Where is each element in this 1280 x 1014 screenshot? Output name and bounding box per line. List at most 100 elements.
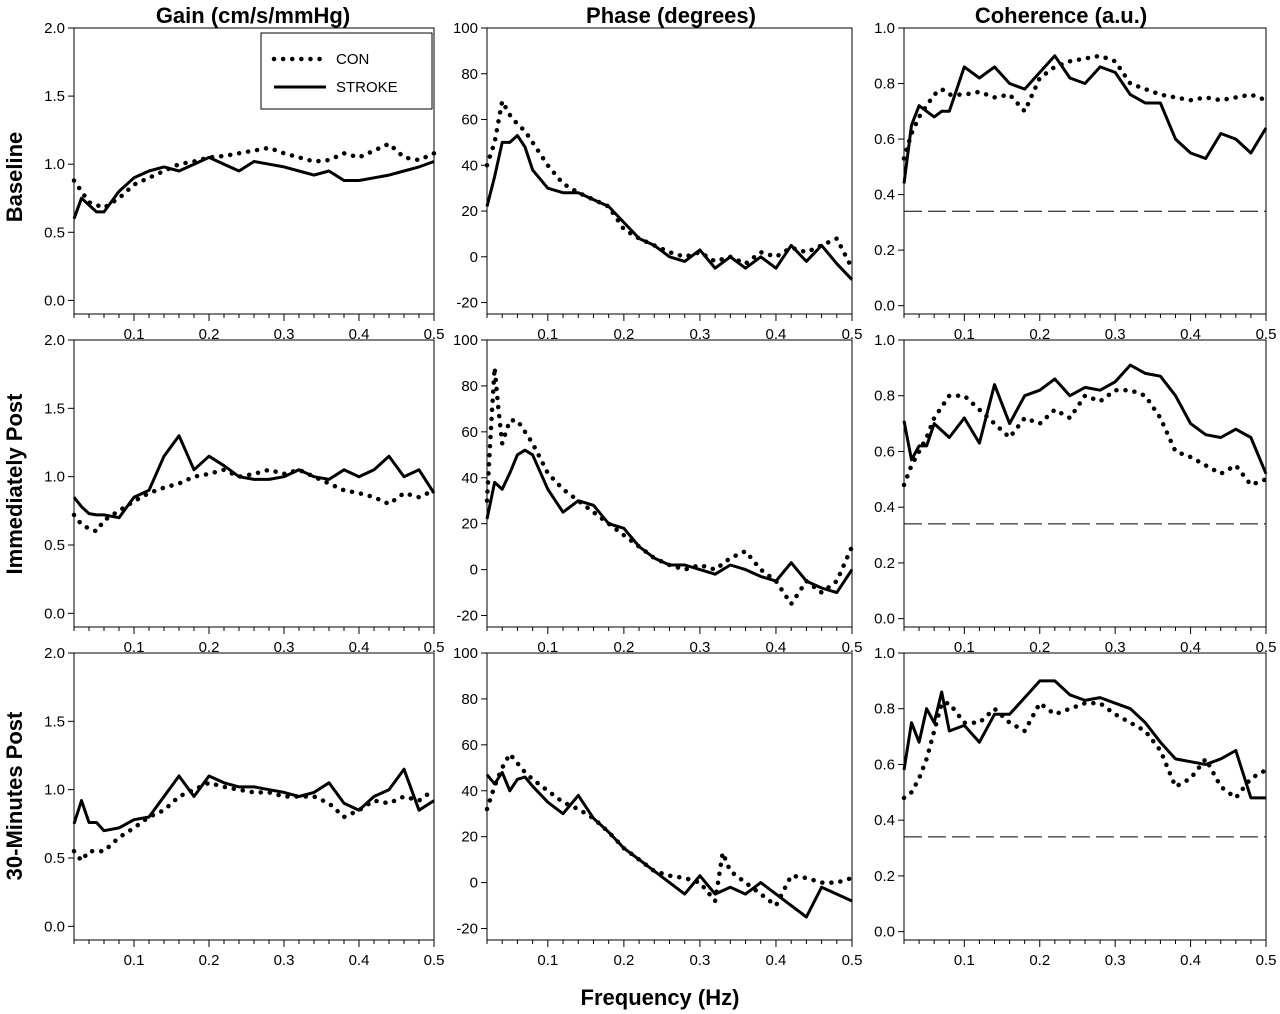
- y-tick-label: 0.0: [44, 292, 65, 309]
- x-tick-label: 0.2: [1029, 326, 1050, 343]
- y-tick-label: 0.2: [874, 555, 895, 572]
- y-tick-label: 100: [453, 645, 478, 662]
- series-con: [484, 365, 855, 607]
- y-tick-label: 60: [461, 737, 478, 754]
- y-tick-label: 1.5: [44, 88, 65, 105]
- legend: CON STROKE: [260, 32, 433, 110]
- y-tick-label: 100: [453, 20, 478, 37]
- x-tick-label: 0.1: [124, 952, 145, 969]
- y-tick-label: 0.8: [874, 76, 895, 93]
- series-stroke: [72, 767, 435, 833]
- y-tick-label: 2.0: [44, 332, 65, 349]
- panel-r1-c2: 0.0 0.2 0.4 0.6 0.8 1.0 0.1 0.2 0.3 0.4 0.5: [874, 332, 1276, 656]
- x-tick-label: 0.1: [537, 639, 558, 656]
- x-tick-label: 0.2: [613, 326, 634, 343]
- y-tick-label: 1.5: [44, 400, 65, 417]
- y-tick-label: 60: [461, 424, 478, 441]
- y-tick-label: 0.6: [874, 756, 895, 773]
- x-tick-label: 0.3: [1105, 639, 1126, 656]
- y-tick-label: 0.0: [874, 924, 895, 941]
- x-tick-label: 0.4: [349, 639, 370, 656]
- x-tick-label: 0.3: [1105, 952, 1126, 969]
- y-tick-label: 40: [461, 157, 478, 174]
- series-con: [901, 387, 1269, 488]
- y-tick-label: 2.0: [44, 645, 65, 662]
- x-tick-label: 0.3: [689, 639, 710, 656]
- x-tick-label: 0.2: [613, 952, 634, 969]
- x-tick-label: 0.1: [124, 326, 145, 343]
- panel-r1-c0: 0.0 0.5 1.0 1.5 2.0 0.1 0.2 0.3 0.4 0.5: [44, 332, 444, 656]
- y-tick-label: 0.2: [874, 868, 895, 885]
- series-con: [71, 141, 437, 211]
- x-tick-label: 0.1: [954, 952, 975, 969]
- x-tick-label: 0.3: [689, 326, 710, 343]
- x-tick-label: 0.5: [1256, 639, 1277, 656]
- series-stroke: [72, 434, 436, 520]
- x-tick-label: 0.2: [199, 952, 220, 969]
- y-tick-label: 0: [470, 249, 478, 266]
- series-stroke: [485, 770, 853, 919]
- y-tick-label: 0.6: [874, 443, 895, 460]
- panel-r0-c0: 0.0 0.5 1.0 1.5 2.0 0.1 0.2 0.3 0.4 0.5: [44, 20, 444, 343]
- y-tick-label: 1.0: [874, 332, 895, 349]
- x-tick-label: 0.1: [954, 326, 975, 343]
- y-tick-label: 0: [470, 875, 478, 892]
- panel-r0-c2: 0.0 0.2 0.4 0.6 0.8 1.0 0.1 0.2 0.3 0.4 0.5: [874, 20, 1276, 343]
- y-tick-label: 0.4: [874, 499, 895, 516]
- series-con: [71, 780, 437, 863]
- x-tick-label: 0.5: [424, 952, 445, 969]
- y-tick-label: 80: [461, 66, 478, 83]
- y-tick-label: 0.0: [44, 918, 65, 935]
- series-stroke: [72, 155, 435, 220]
- panel-r0-c1: -20 0 20 40 60 80 100 0.1 0.2 0.3 0.4 0.5: [453, 20, 862, 343]
- series-stroke: [902, 54, 1268, 184]
- series-stroke: [485, 448, 854, 595]
- col-title-coherence: Coherence (a.u.): [975, 3, 1147, 28]
- y-tick-label: 1.0: [44, 156, 65, 173]
- y-tick-label: 40: [461, 783, 478, 800]
- series-stroke: [485, 134, 854, 281]
- plot-frame: [486, 339, 853, 628]
- plot-frame: [903, 27, 1267, 315]
- x-tick-label: 0.5: [842, 639, 863, 656]
- y-tick-label: 1.0: [44, 469, 65, 486]
- x-tick-label: 0.2: [613, 639, 634, 656]
- series-con: [901, 700, 1269, 801]
- y-tick-label: 20: [461, 516, 478, 533]
- x-tick-label: 0.4: [1180, 326, 1201, 343]
- x-tick-label: 0.5: [1256, 952, 1277, 969]
- x-tick-label: 0.3: [689, 952, 710, 969]
- col-title-phase: Phase (degrees): [586, 3, 756, 28]
- y-tick-label: 80: [461, 378, 478, 395]
- y-tick-label: 1.0: [874, 20, 895, 37]
- x-tick-label: 0.4: [766, 639, 787, 656]
- plot-frame: [903, 339, 1267, 628]
- x-axis-label: Frequency (Hz): [581, 985, 740, 1010]
- x-tick-label: 0.3: [1105, 326, 1126, 343]
- series-con: [484, 98, 855, 271]
- x-tick-label: 0.1: [537, 952, 558, 969]
- y-tick-label: 20: [461, 203, 478, 220]
- x-tick-label: 0.5: [1256, 326, 1277, 343]
- x-tick-label: 0.5: [842, 952, 863, 969]
- y-tick-label: 0.6: [874, 131, 895, 148]
- x-tick-label: 0.1: [954, 639, 975, 656]
- plot-frame: [73, 339, 435, 628]
- x-tick-label: 0.4: [1180, 639, 1201, 656]
- x-tick-label: 0.4: [349, 952, 370, 969]
- x-tick-label: 0.5: [842, 326, 863, 343]
- legend-con-label: CON: [336, 51, 369, 68]
- x-tick-label: 0.2: [199, 326, 220, 343]
- x-tick-label: 0.5: [424, 639, 445, 656]
- y-tick-label: 0.8: [874, 701, 895, 718]
- plot-frame: [73, 652, 435, 941]
- row-title-30-minutes-post: 30-Minutes Post: [2, 711, 27, 880]
- y-tick-label: 60: [461, 112, 478, 129]
- plot-frame: [486, 27, 853, 315]
- y-tick-label: 0.5: [44, 224, 65, 241]
- row-title-baseline: Baseline: [2, 132, 27, 223]
- y-tick-label: 20: [461, 829, 478, 846]
- x-tick-label: 0.4: [1180, 952, 1201, 969]
- series-con: [901, 53, 1269, 161]
